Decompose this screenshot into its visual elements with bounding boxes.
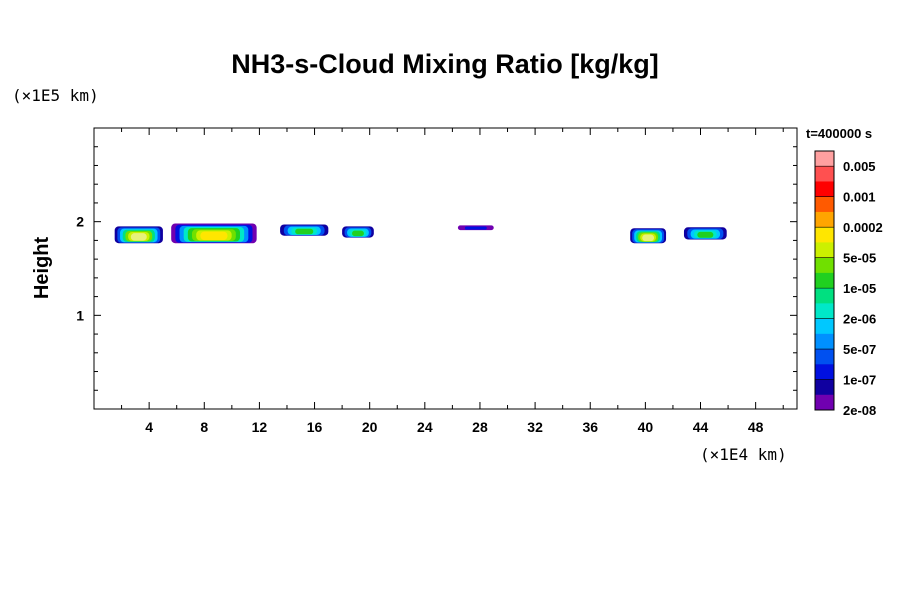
x-tick-label: 36: [582, 419, 598, 435]
cloud-cell-contour: [130, 233, 147, 241]
x-tick-label: 16: [307, 419, 323, 435]
colorbar-label: 5e-07: [843, 342, 876, 357]
colorbar-label: 0.005: [843, 159, 876, 174]
colorbar-label: 2e-08: [843, 403, 876, 418]
colorbar-swatch: [815, 227, 834, 243]
chart-title: NH3-s-Cloud Mixing Ratio [kg/kg]: [231, 49, 659, 79]
y-tick-label: 1: [76, 307, 84, 323]
y-tick-label: 2: [76, 214, 84, 230]
y-axis-label: Height: [31, 237, 53, 300]
colorbar-swatch: [815, 211, 834, 228]
colorbar-swatch: [815, 303, 834, 319]
colorbar-swatch: [815, 394, 834, 411]
axis-ticks: [94, 128, 797, 409]
colorbar-label: 0.0002: [843, 220, 883, 235]
colorbar-swatch: [815, 333, 834, 350]
cloud-cell-contour: [200, 231, 228, 241]
x-tick-label: 48: [748, 419, 764, 435]
x-tick-label: 28: [472, 419, 488, 435]
time-label: t=400000 s: [806, 126, 872, 141]
colorbar-label: 5e-05: [843, 251, 876, 266]
colorbar-swatch: [815, 364, 834, 380]
colorbar: 0.005 0.001 0.0002 5e-05 1e-05 2e-06 5e-07 1e-0…: [814, 150, 883, 418]
colorbar-swatch: [815, 318, 834, 335]
cloud-cell-contour: [464, 226, 487, 230]
colorbar-label: 1e-05: [843, 281, 876, 296]
y-axis-unit: (×1E5 km): [12, 86, 99, 105]
colorbar-swatch: [815, 272, 834, 289]
colorbar-swatch: [815, 166, 834, 182]
colorbar-label: 0.001: [843, 190, 876, 205]
colorbar-swatch: [815, 181, 834, 198]
cloud-cell-contour: [352, 230, 364, 237]
x-tick-label: 4: [145, 419, 153, 435]
plot-frame: [93, 127, 798, 410]
cloud-cell-contour: [642, 234, 655, 242]
colorbar-swatch: [815, 288, 834, 304]
cloud-cell-contour: [295, 228, 314, 235]
x-tick-label: 12: [252, 419, 268, 435]
colorbar-swatch: [815, 151, 834, 167]
cloud-cell-contour: [697, 231, 714, 238]
colorbar-label: 1e-07: [843, 373, 876, 388]
x-tick-label: 44: [693, 419, 709, 435]
colorbar-swatch: [815, 257, 834, 274]
colorbar-swatch: [815, 242, 834, 258]
cloud-cells: [114, 223, 727, 244]
x-tick-label: 20: [362, 419, 378, 435]
x-tick-label: 24: [417, 419, 433, 435]
colorbar-label: 2e-06: [843, 312, 876, 327]
colorbar-swatch: [815, 349, 834, 365]
x-tick-label: 40: [638, 419, 654, 435]
x-axis-unit: (×1E4 km): [700, 445, 787, 464]
colorbar-swatch: [815, 379, 834, 396]
x-tick-label: 32: [527, 419, 543, 435]
colorbar-swatch: [815, 196, 834, 213]
x-tick-label: 8: [200, 419, 208, 435]
